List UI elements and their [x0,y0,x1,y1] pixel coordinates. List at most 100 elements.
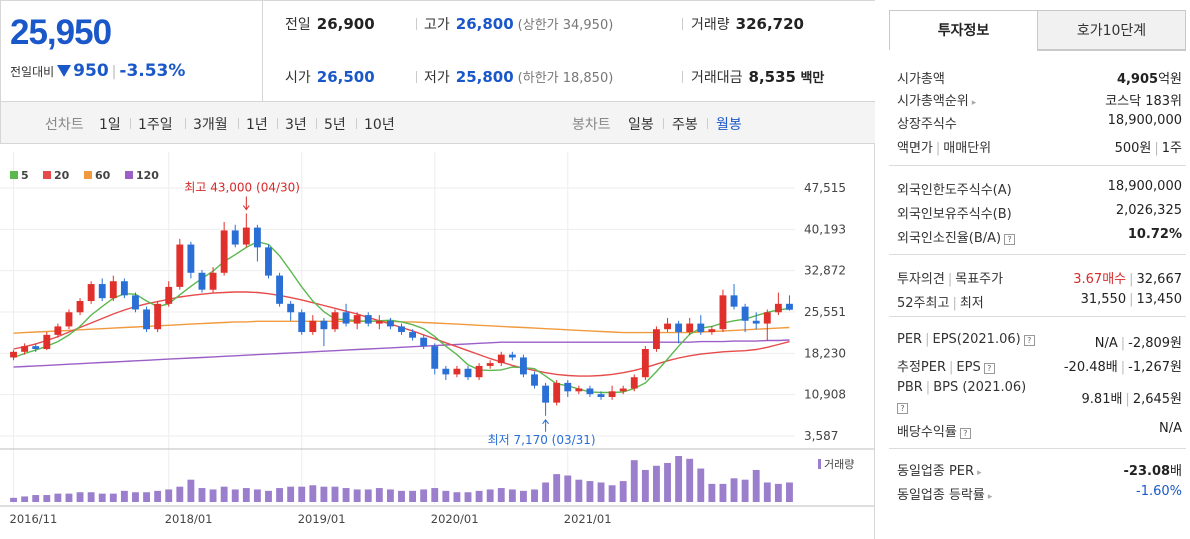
volume-bar [519,490,527,502]
candle-chart-group-label: 봉차트 [572,117,611,133]
volume-bar [309,485,317,502]
candle-body [209,272,217,290]
candle-body [331,312,339,330]
candle-body [342,312,350,324]
candle-body [475,365,483,378]
high-annotation: 최고 43,000 (04/30) [184,180,300,194]
legend-label: 120 [136,169,159,182]
volume-bar [686,458,694,502]
candle-body [786,303,793,310]
volume-bar [619,481,627,502]
candle-body [708,329,716,333]
volume-bar [752,469,760,502]
candle-body [575,388,583,392]
volume-bar [697,468,705,502]
candle-body [586,388,594,395]
candle-body [43,334,51,349]
tab-1y[interactable]: 1년 [246,117,268,133]
tab-orderbook-10[interactable]: 호가10단계 [1037,10,1186,50]
candle-body [65,312,73,327]
chart-tabbar: 선차트 1일 1주일 3개월 1년 3년 5년 10년 봉차트 일봉 주봉 월봉 [0,102,875,144]
candle-body [132,295,139,310]
tab-3m[interactable]: 3개월 [193,117,228,133]
par-unit-row: 액면가 | 매매단위 500원 | 1주 [897,141,1182,156]
tab-10y[interactable]: 10년 [364,117,395,133]
volume-bar [675,456,683,502]
volume-bar [242,488,250,502]
volume-bar [497,488,505,502]
tab-1w[interactable]: 1주일 [138,117,173,133]
stock-chart[interactable]: 47,515 40,193 32,872 25,551 18,230 10,908 3,58… [0,144,875,539]
foreign-ratio-row: 외국인소진율(B/A)? 10.72% [897,227,1182,246]
sector-per-row[interactable]: 동일업종 PER ▸ -23.08배 [897,464,1182,479]
legend-swatch [125,171,133,179]
volume-legend-swatch [818,459,821,469]
legend-label: 60 [95,169,111,182]
candle-body [154,303,162,330]
candle-body [409,332,417,338]
open-cell: 시가 26,500 [285,68,375,86]
volume-bar [10,497,17,502]
legend-swatch [10,171,18,179]
help-icon[interactable]: ? [1004,234,1016,245]
x-tick-label: 2018/01 [165,512,213,526]
tab-daily[interactable]: 일봉 [628,117,654,133]
volume-bar [76,492,84,502]
volume-bar [43,495,51,502]
candle-body [497,354,505,364]
chevron-right-icon: ▸ [987,492,993,502]
investment-info-panel: 투자정보 호가10단계 시가총액 4,905억원 시가총액순위 ▸ 코스닥 183위 … [875,0,1190,539]
sector-change-row[interactable]: 동일업종 등락률 ▸ -1.60% [897,484,1182,503]
legend-swatch [84,171,92,179]
change-amount: 950 [73,61,109,81]
candle-body [231,230,239,245]
tab-3y[interactable]: 3년 [285,117,307,133]
est-per-eps-row: 추정PER | EPS? -20.48배 | -1,267원 [897,360,1182,375]
low-arrow-icon [542,418,549,432]
volume-bar [87,492,95,502]
info-tabs: 투자정보 호가10단계 [889,10,1186,50]
volume-bar [475,490,483,502]
volume-bar [298,486,306,502]
tab-1d[interactable]: 1일 [99,117,121,133]
tab-monthly[interactable]: 월봉 [716,117,742,133]
y-tick-label: 25,551 [804,305,846,319]
ma5-line [13,240,790,394]
tab-investment-info[interactable]: 투자정보 [889,10,1038,50]
candle-body [253,227,261,248]
volume-bar [132,492,139,502]
candle-body [553,382,561,403]
volume-bar [209,489,217,502]
price-box: 25,950 전일대비 950 | -3.53% [0,0,262,102]
x-tick-label: 2016/11 [10,512,58,526]
low-cell: 저가 25,800 (하한가 18,850) [424,68,614,86]
volume-bar [154,490,162,502]
volume-bar [719,483,727,502]
x-tick-label: 2020/01 [431,512,479,526]
candle-body [564,382,572,392]
help-icon[interactable]: ? [897,403,908,414]
volume-bar [176,486,184,502]
candle-body [664,323,671,330]
tab-5y[interactable]: 5년 [324,117,346,133]
volume-bar [386,489,394,502]
help-icon[interactable]: ? [959,428,971,439]
candle-body [353,315,361,324]
candle-body [763,312,771,324]
volume-bar [320,486,328,502]
candle-body [120,281,128,296]
help-icon[interactable]: ? [1023,335,1035,346]
candle-body [641,348,649,378]
market-cap-rank-row[interactable]: 시가총액순위 ▸ 코스닥 183위 [897,94,1182,109]
help-icon[interactable]: ? [983,363,995,374]
candle-body [98,284,106,299]
volume-bar [54,493,62,502]
volume-bar [442,490,450,502]
chart-svg[interactable]: 47,515 40,193 32,872 25,551 18,230 10,908 3,58… [0,144,874,539]
market-cap-row: 시가총액 4,905억원 [897,72,1182,87]
volume-cell: 거래량 326,720 [691,15,804,33]
tab-weekly[interactable]: 주봉 [672,117,698,133]
volume-bar [586,481,594,502]
volume-bar [741,479,749,502]
ma120-line [13,339,790,368]
